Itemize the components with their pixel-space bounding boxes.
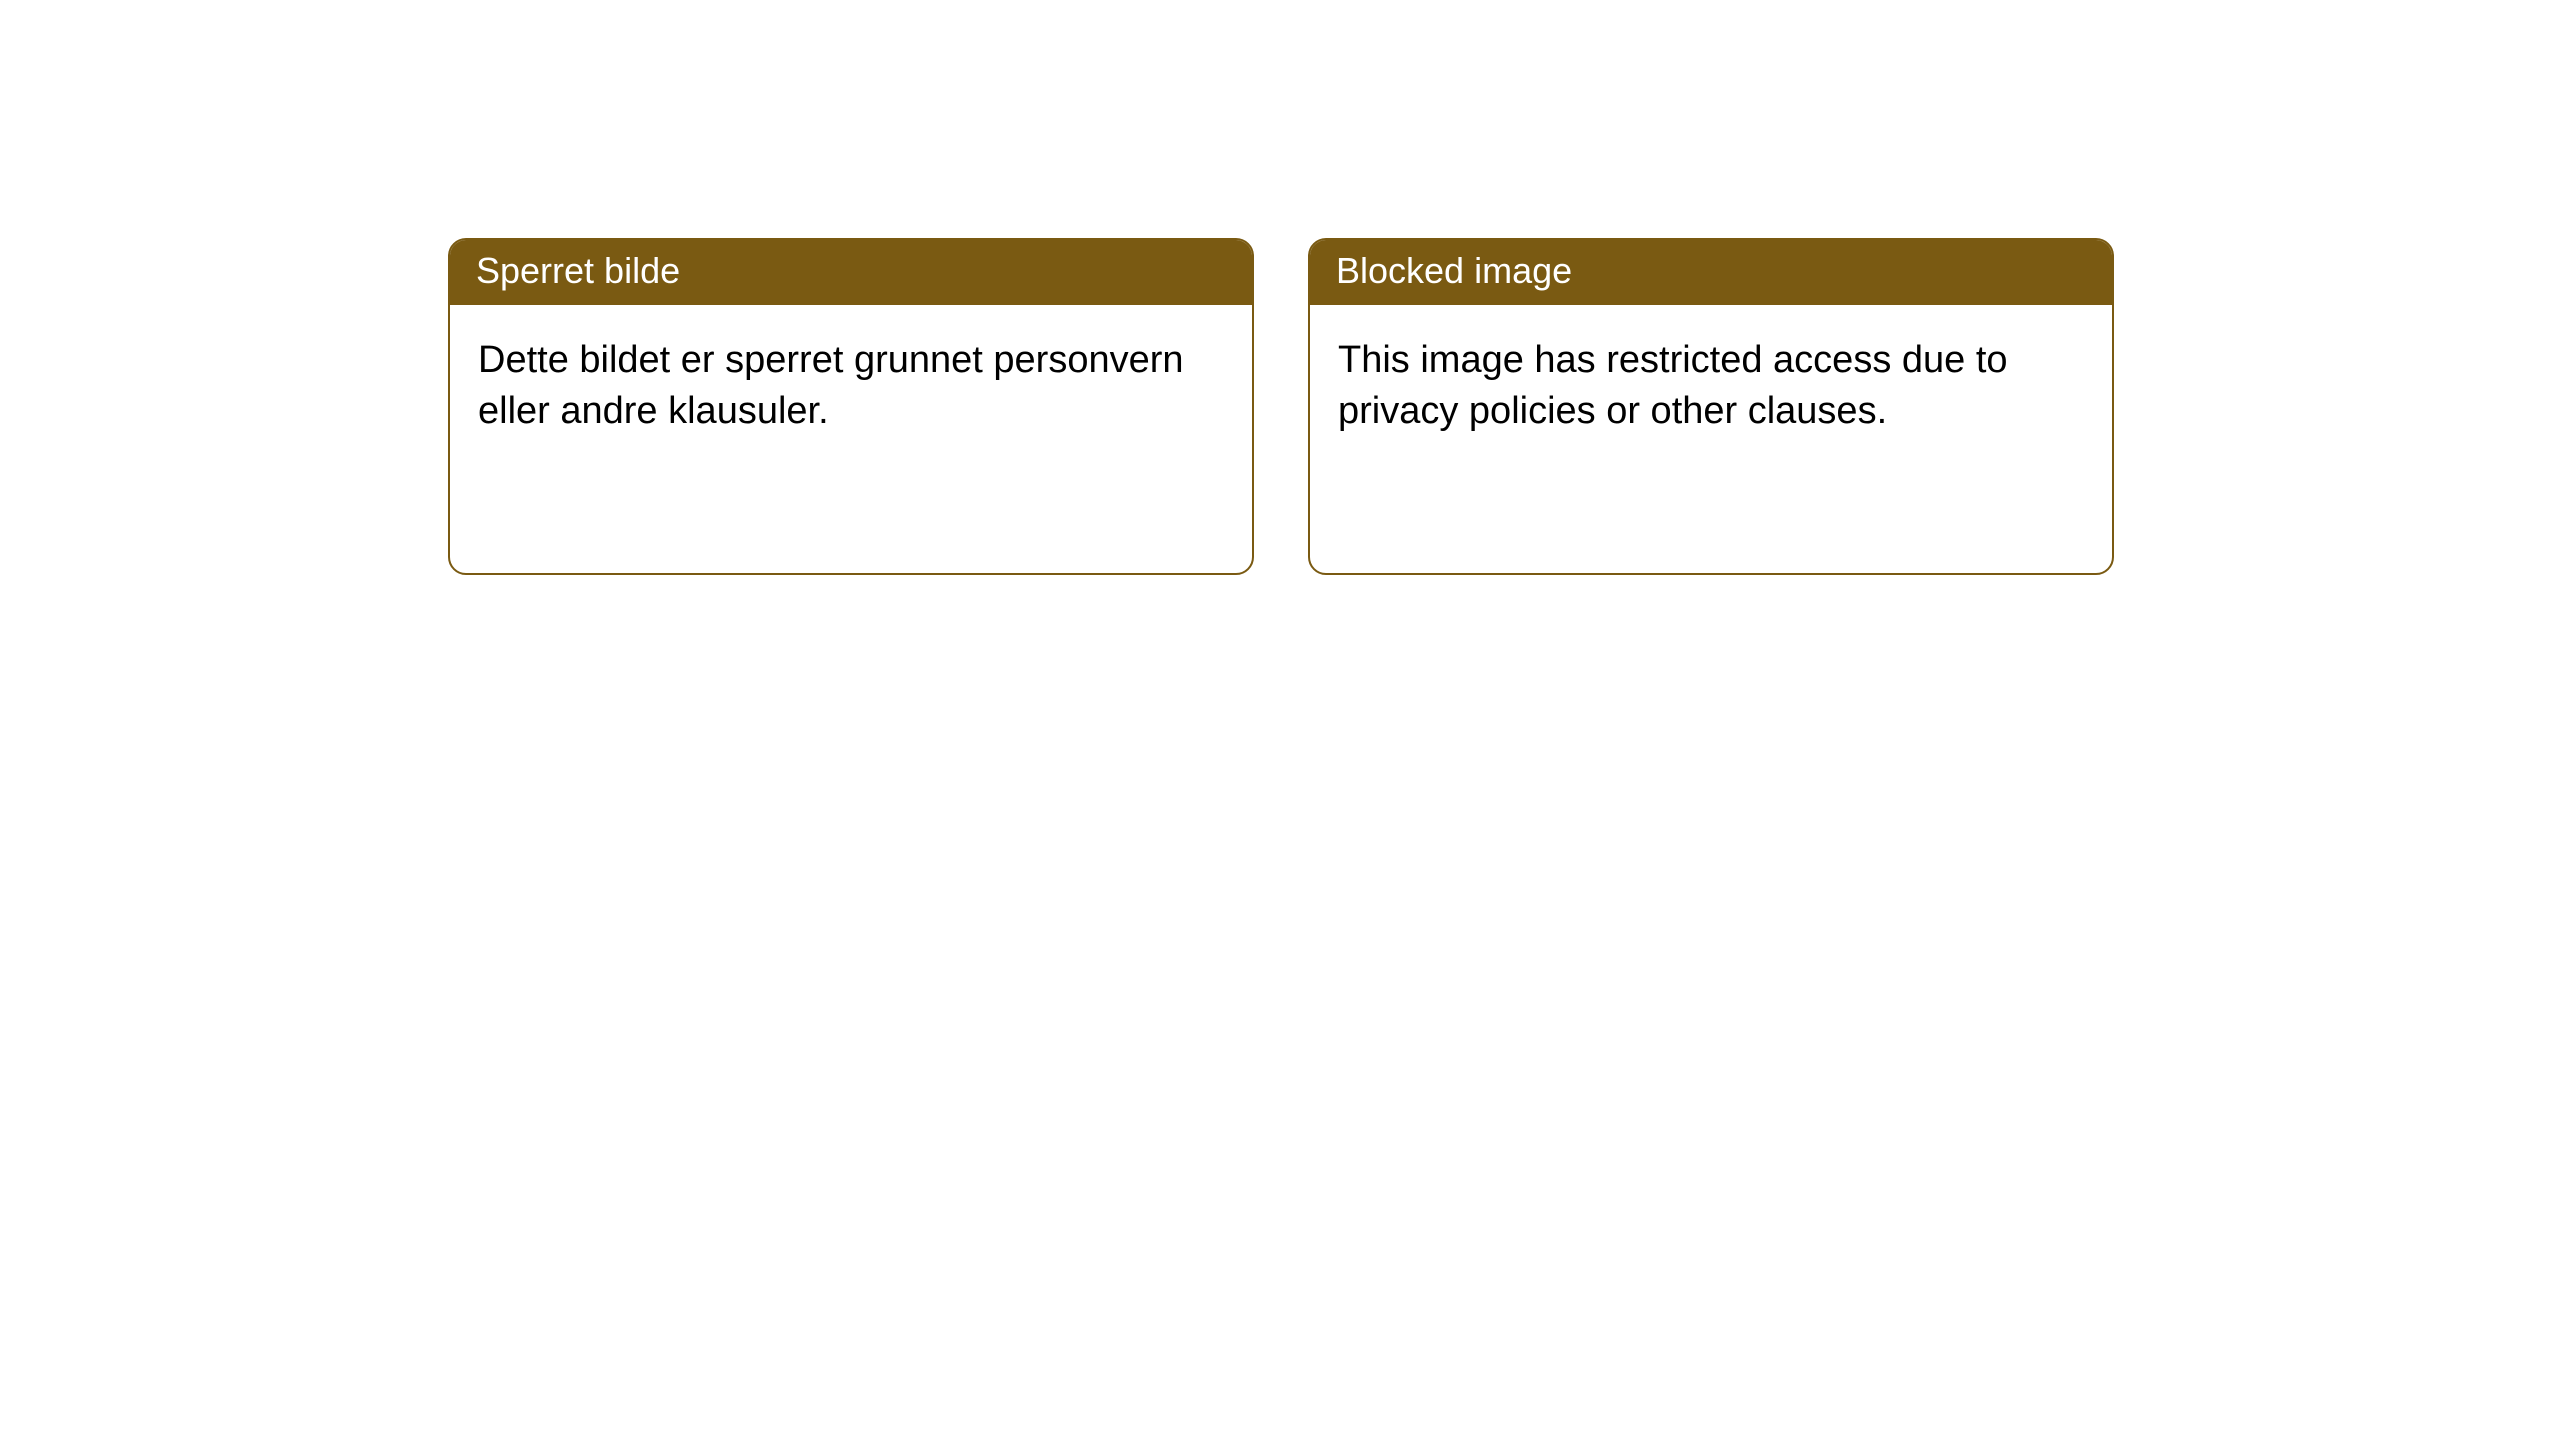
notice-card-norwegian: Sperret bilde Dette bildet er sperret gr… bbox=[448, 238, 1254, 575]
notice-cards-container: Sperret bilde Dette bildet er sperret gr… bbox=[0, 0, 2560, 575]
card-title: Blocked image bbox=[1336, 250, 1572, 291]
card-body-text: This image has restricted access due to … bbox=[1338, 339, 2008, 432]
card-title: Sperret bilde bbox=[476, 250, 680, 291]
notice-card-english: Blocked image This image has restricted … bbox=[1308, 238, 2114, 575]
card-header: Sperret bilde bbox=[450, 240, 1252, 305]
card-body-text: Dette bildet er sperret grunnet personve… bbox=[478, 339, 1184, 432]
card-body: Dette bildet er sperret grunnet personve… bbox=[450, 305, 1252, 468]
card-header: Blocked image bbox=[1310, 240, 2112, 305]
card-body: This image has restricted access due to … bbox=[1310, 305, 2112, 468]
